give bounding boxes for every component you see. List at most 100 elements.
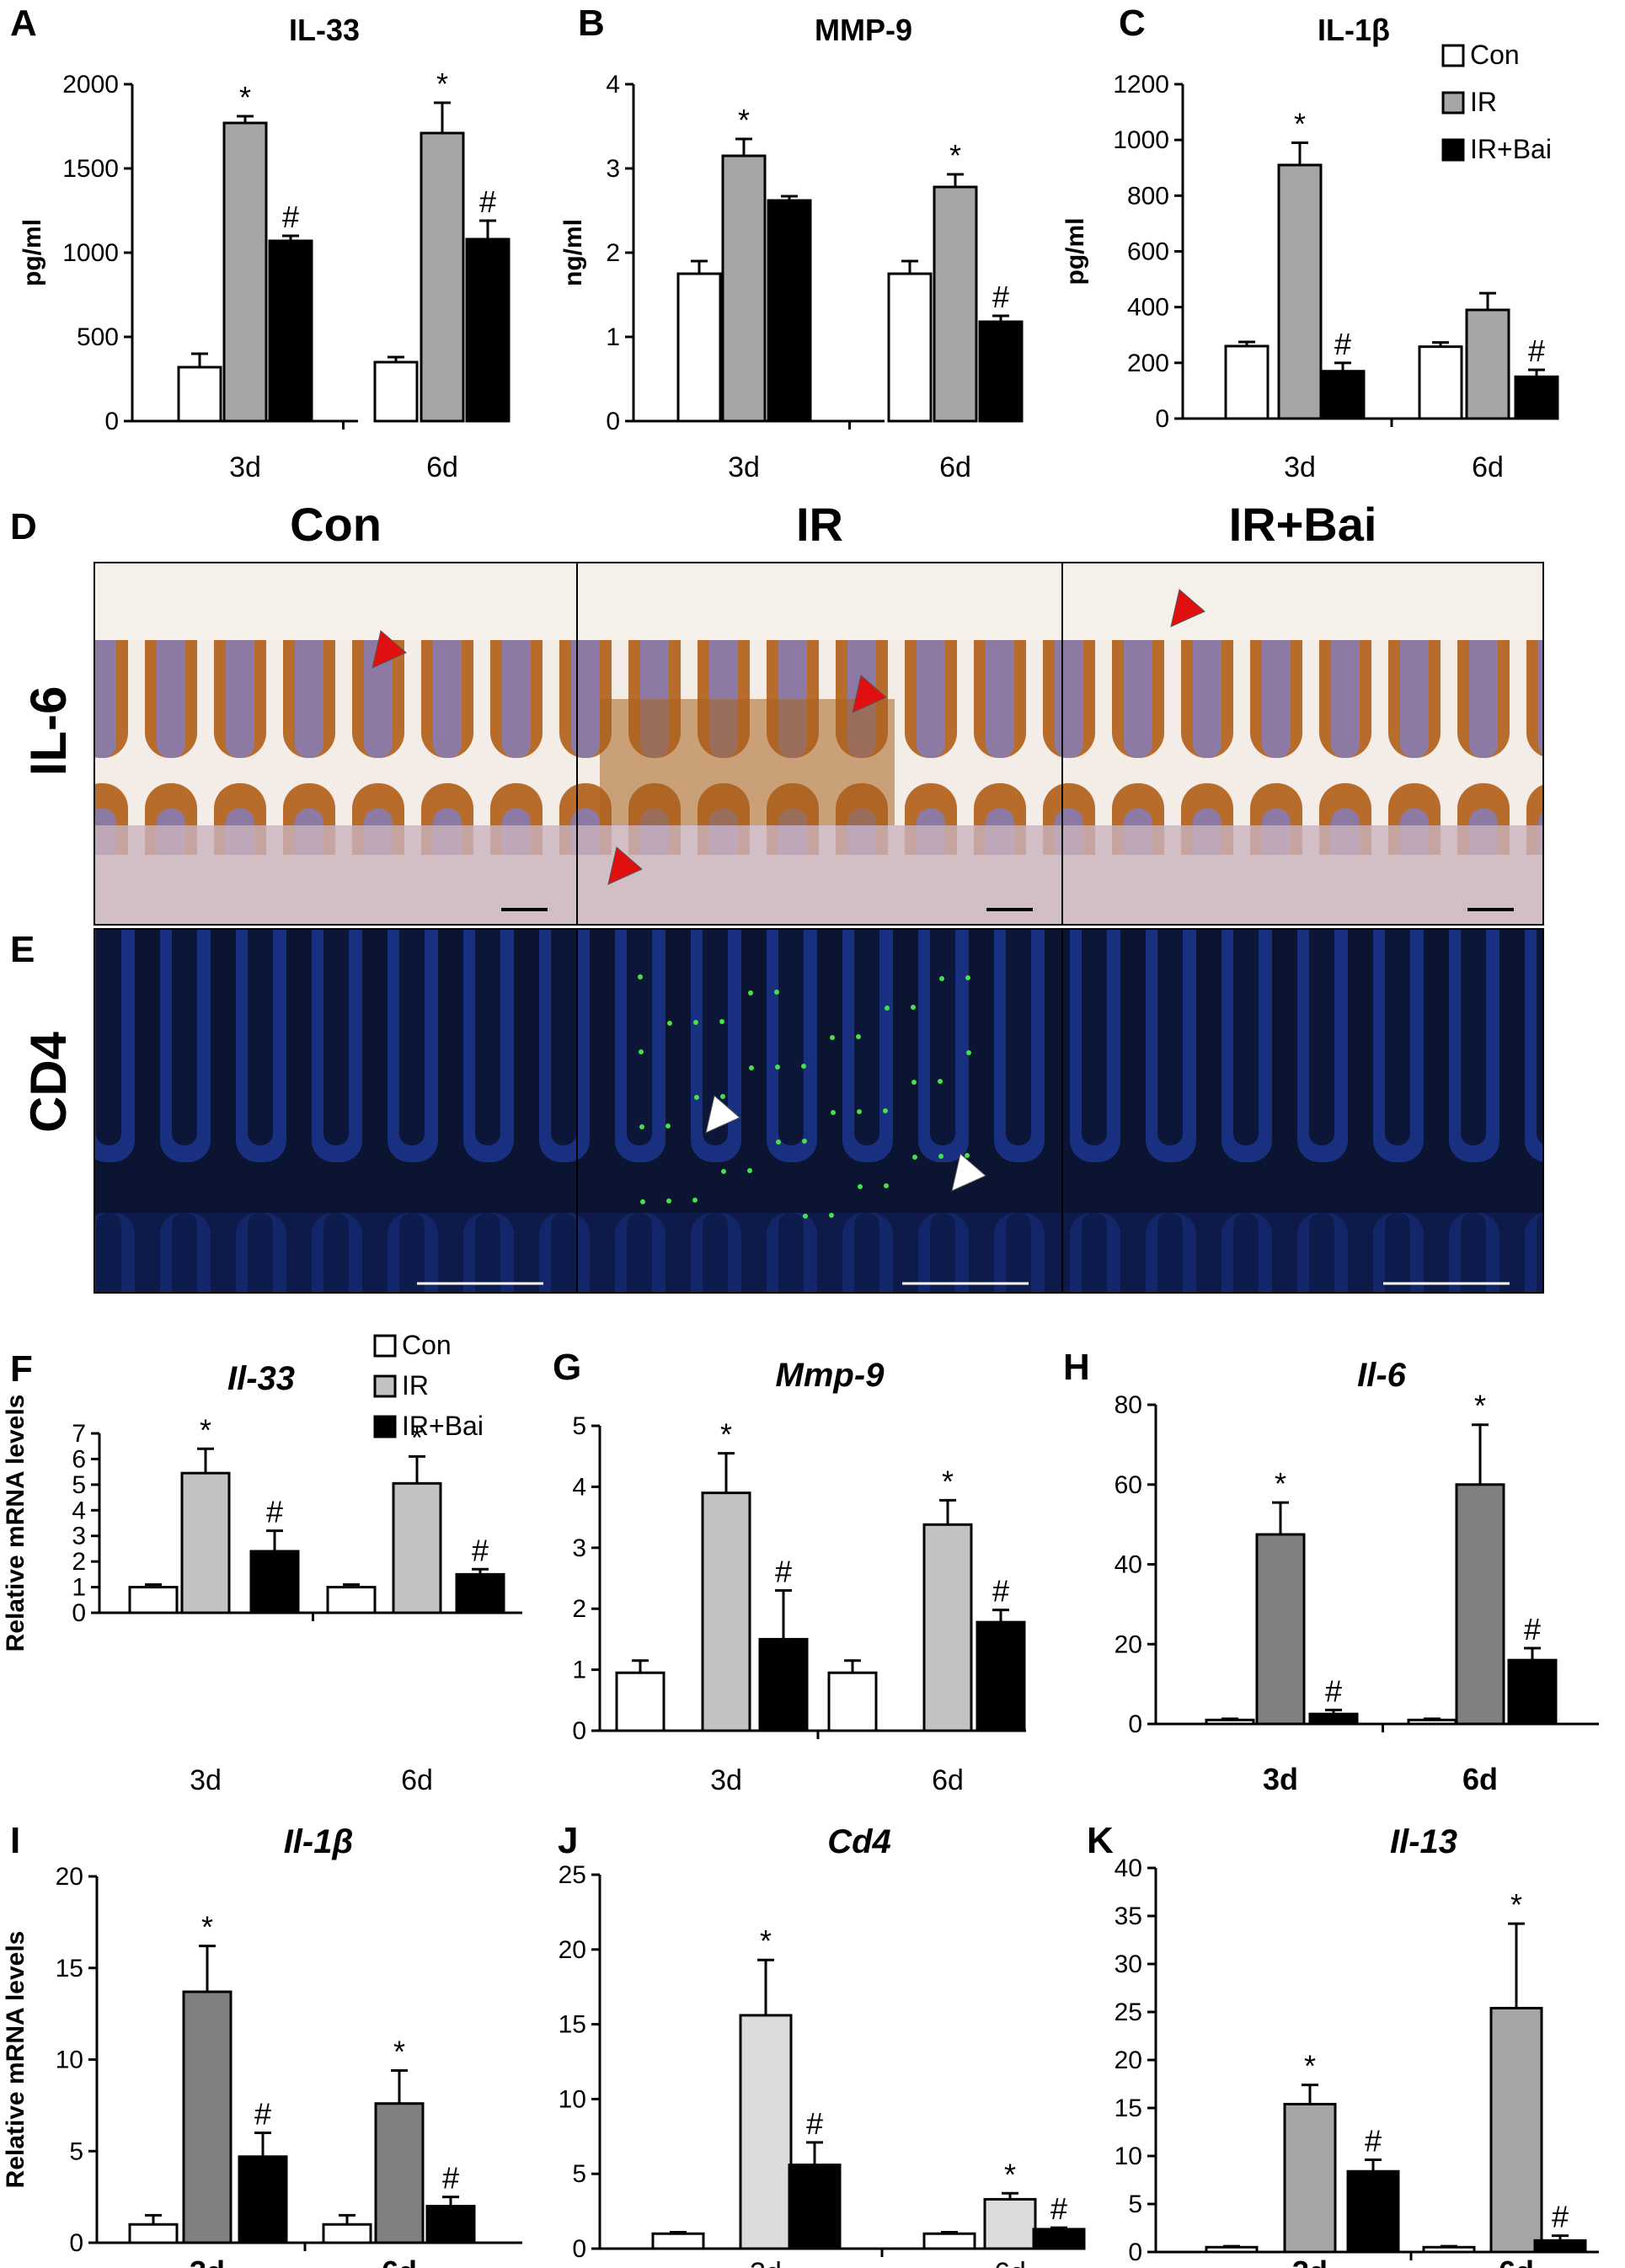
- x-tick-label-I: 3d: [190, 2255, 225, 2268]
- significance-mark-B: *: [738, 103, 750, 137]
- bar-J-6d-IR+Bai: [1032, 2228, 1086, 2250]
- bar-I-6d-Con: [322, 2223, 372, 2244]
- bar-I-3d-IR: [182, 1990, 233, 2244]
- x-tick-label-G: 6d: [932, 1764, 964, 1796]
- significance-mark-J: *: [760, 1924, 772, 1958]
- bar-A-6d-IR+Bai: [465, 237, 510, 423]
- y-tick-label-F: 3: [72, 1523, 86, 1550]
- bar-G-6d-Con: [827, 1671, 878, 1732]
- x-tick-label-B: 3d: [728, 451, 760, 483]
- significance-mark-G: *: [942, 1464, 954, 1498]
- y-tick-label-G: 2: [572, 1595, 586, 1623]
- significance-mark-B: #: [992, 280, 1009, 314]
- cd4-positive-cell: [883, 1108, 888, 1113]
- x-tick-label-J: 6d: [994, 2257, 1026, 2268]
- y-tick-label-C: 200: [1127, 350, 1169, 377]
- bar-B-3d-IR: [721, 154, 767, 423]
- y-tick-label-J: 0: [572, 2235, 586, 2263]
- cd4-crypt-base: [1062, 1213, 1543, 1293]
- cd4-positive-cell: [911, 1080, 917, 1085]
- significance-mark-B: *: [949, 138, 961, 173]
- legend: Con IR IR+Bai: [1441, 40, 1552, 164]
- significance-mark-A: #: [479, 184, 496, 219]
- chart-G: G Mmp-9 0 1 2 3 4 5 * #3d * #6d: [553, 1347, 1026, 1796]
- cd4-positive-cell: [748, 990, 753, 995]
- y-tick-label-K: 25: [1115, 1999, 1142, 2026]
- y-tick-label-F: 4: [72, 1497, 86, 1524]
- y-tick-label-K: 30: [1115, 1950, 1142, 1978]
- legend: Con IR IR+Bai: [373, 1330, 484, 1441]
- y-tick-label-I: 10: [56, 2047, 83, 2074]
- y-tick-label-F: 0: [72, 1599, 86, 1627]
- significance-mark-G: *: [720, 1417, 732, 1452]
- il6-submucosa: [94, 825, 577, 925]
- bar-K-3d-IR: [1283, 2102, 1337, 2254]
- chart-K: K Il-13 0 5 10 15 20 25 30 35 40 * #3d * #6d: [1087, 1820, 1599, 2268]
- cd4-positive-cell: [912, 1155, 917, 1160]
- panel-letter-B: B: [578, 3, 605, 44]
- legend-label: Con: [1470, 40, 1520, 70]
- cd4-frame: [1061, 928, 1544, 1294]
- legend-swatch: [1441, 138, 1465, 162]
- cd4-positive-cell: [692, 1198, 698, 1203]
- x-tick-label-C: 3d: [1284, 451, 1316, 483]
- cd4-positive-cell: [884, 1183, 889, 1188]
- il6-frame: [1061, 562, 1544, 926]
- y-tick-label-C: 1000: [1113, 126, 1169, 154]
- y-tick-label-B: 3: [606, 155, 620, 183]
- cd4-positive-cell: [830, 1035, 835, 1040]
- chart-title-B: MMP-9: [815, 13, 912, 47]
- bar-I-6d-IR+Bai: [425, 2205, 476, 2244]
- y-tick-label-G: 5: [572, 1412, 586, 1440]
- bar-H-6d-IR: [1455, 1483, 1505, 1726]
- legend-label: Con: [402, 1330, 452, 1360]
- y-tick-label-C: 1200: [1113, 71, 1169, 99]
- x-tick-label-G: 3d: [710, 1764, 742, 1796]
- il6-dense-staining: [600, 699, 895, 825]
- significance-mark-A: *: [239, 80, 251, 115]
- bar-I-3d-IR+Bai: [238, 2155, 288, 2244]
- il6-micrograph-0: [94, 562, 578, 926]
- legend-label: IR+Bai: [402, 1411, 484, 1441]
- x-tick-label-B: 6d: [939, 451, 971, 483]
- bar-F-3d-Con: [128, 1586, 179, 1614]
- cd4-positive-cell: [857, 1109, 862, 1114]
- y-tick-label-H: 20: [1115, 1630, 1142, 1658]
- y-tick-label-F: 2: [72, 1548, 86, 1576]
- bar-J-3d-IR+Bai: [788, 2164, 842, 2250]
- bar-J-6d-Con: [922, 2232, 976, 2250]
- x-tick-label-C: 6d: [1472, 451, 1504, 483]
- bar-A-3d-IR+Bai: [268, 239, 313, 423]
- cd4-positive-cell: [831, 1110, 836, 1115]
- bar-B-6d-IR+Bai: [978, 320, 1024, 423]
- y-tick-label-F: 7: [72, 1420, 86, 1448]
- legend-label: IR: [402, 1370, 429, 1401]
- y-tick-label-G: 4: [572, 1473, 586, 1501]
- significance-mark-J: #: [806, 2106, 823, 2141]
- bar-C-6d-IR+Bai: [1514, 375, 1559, 420]
- significance-mark-K: #: [1552, 2200, 1569, 2234]
- column-title-IR: IR: [796, 498, 843, 551]
- cd4-crypt-base: [94, 1213, 577, 1293]
- significance-mark-I: #: [254, 2097, 271, 2132]
- bar-K-3d-Con: [1205, 2245, 1259, 2254]
- cd4-positive-cell: [911, 1005, 916, 1010]
- il6-submucosa: [577, 825, 1062, 925]
- x-tick-label-A: 6d: [426, 451, 458, 483]
- cd4-positive-cell: [749, 1065, 754, 1070]
- bar-A-3d-Con: [177, 366, 222, 423]
- y-tick-label-A: 1500: [62, 155, 119, 183]
- arrowhead-icon: [1170, 589, 1205, 627]
- bar-I-3d-Con: [128, 2223, 179, 2244]
- bar-G-3d-Con: [615, 1671, 666, 1732]
- x-tick-label-F: 6d: [401, 1764, 433, 1796]
- cd4-positive-cell: [721, 1169, 726, 1174]
- x-tick-label-A: 3d: [229, 451, 261, 483]
- panel-letter-A: A: [10, 3, 37, 44]
- significance-mark-J: *: [1004, 2157, 1016, 2191]
- y-tick-label-C: 400: [1127, 294, 1169, 322]
- cd4-positive-cell: [938, 1079, 943, 1084]
- cd4-positive-cell: [638, 974, 643, 979]
- row-label-CD4: CD4: [20, 1031, 77, 1133]
